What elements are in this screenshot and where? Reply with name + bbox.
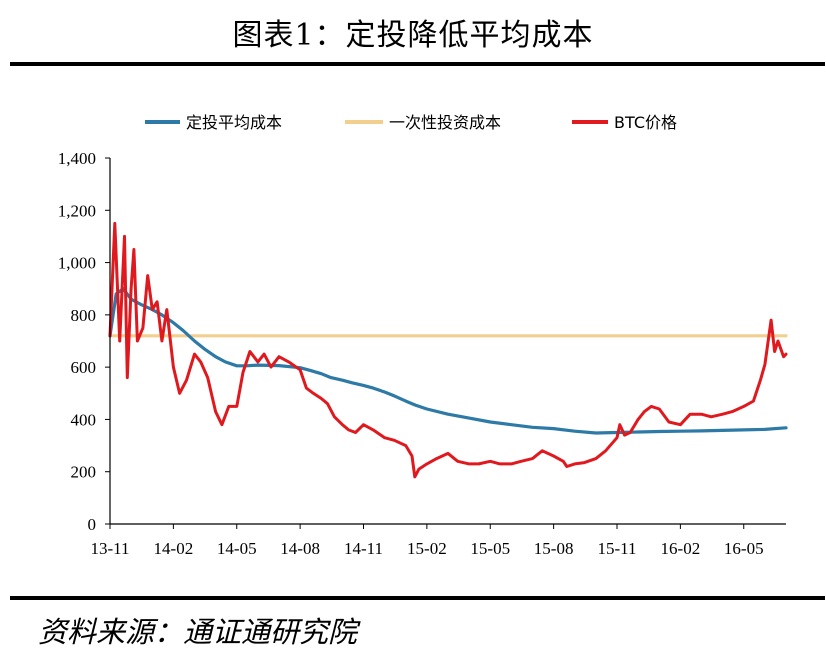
x-tick-label: 14-05 [217, 539, 257, 558]
y-tick-label: 800 [71, 306, 97, 325]
bottom-rule [10, 596, 825, 600]
y-tick-label: 1,000 [58, 254, 96, 273]
series-line-0 [108, 287, 788, 435]
top-rule [10, 62, 825, 66]
series-layer [108, 221, 788, 479]
source-note: 资料来源：通证通研究院 [38, 615, 358, 649]
x-tick-label: 16-02 [661, 539, 701, 558]
x-tick-label: 15-05 [470, 539, 510, 558]
y-tick-label: 400 [71, 410, 97, 429]
y-tick-label: 0 [88, 515, 97, 534]
axes-layer: 0 200 400 600 800 1,000 1,200 1,400 13-11 14-02 14… [58, 149, 786, 558]
x-tick-label: 14-08 [280, 539, 320, 558]
y-tick-label: 600 [71, 358, 97, 377]
x-tick-label: 15-08 [534, 539, 574, 558]
x-tick-label: 14-02 [154, 539, 194, 558]
y-tick-label: 1,400 [58, 149, 96, 168]
legend-label-2: BTC价格 [614, 113, 677, 132]
legend-label-1: 一次性投资成本 [389, 113, 501, 132]
y-tick-label: 200 [71, 463, 97, 482]
y-tick-label: 1,200 [58, 201, 96, 220]
legend-label-0: 定投平均成本 [186, 113, 282, 132]
x-tick-label: 14-11 [344, 539, 383, 558]
x-tick-label: 15-02 [407, 539, 447, 558]
legend: 定投平均成本 一次性投资成本 BTC价格 [145, 113, 677, 132]
series-line-2 [108, 221, 788, 479]
x-tick-label: 16-05 [724, 539, 764, 558]
page-title: 图表1：定投降低平均成本 [232, 18, 594, 53]
x-tick-label: 15-11 [597, 539, 636, 558]
x-tick-label: 13-11 [90, 539, 129, 558]
